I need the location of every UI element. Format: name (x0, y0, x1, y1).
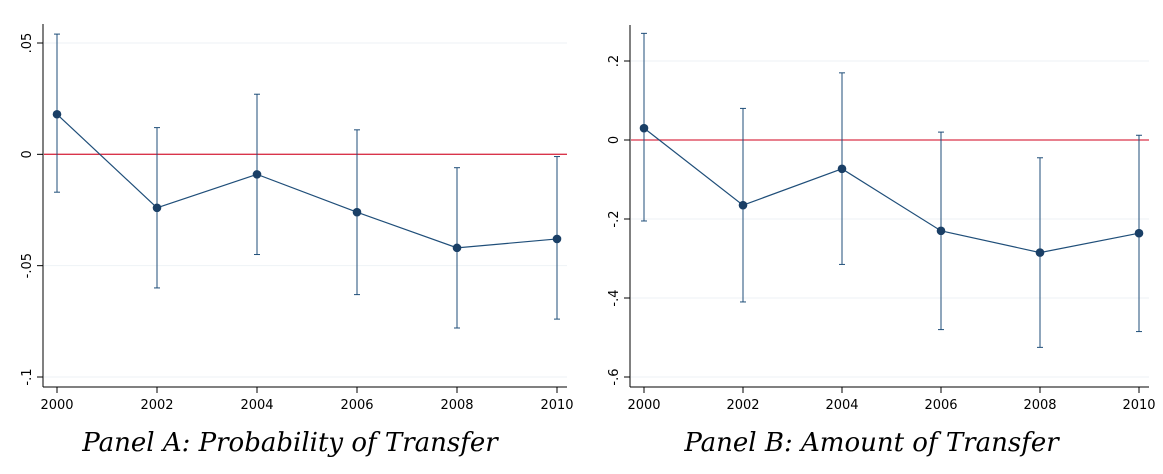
data-point (252, 170, 262, 179)
panel-b-caption: Panel B: Amount of Transfer (684, 428, 1059, 458)
panel-a-caption: Panel A: Probability of Transfer (82, 428, 498, 458)
x-tick-label: 2008 (440, 398, 473, 413)
data-point (1035, 248, 1045, 257)
x-tick-label: 2002 (140, 398, 173, 413)
y-tick-label: -.6 (607, 368, 622, 385)
panel-a-plot: .05 0 -.05 -.1 2000 2002 2004 2006 2008 2010 (20, 24, 574, 413)
series-line (56, 113, 558, 249)
y-tick-label: 0 (607, 136, 622, 144)
x-tick-label: 2010 (540, 398, 573, 413)
y-tick-label: 0 (20, 150, 35, 158)
x-tick-label: 2006 (924, 398, 957, 413)
y-tick-label: -.1 (20, 368, 35, 385)
panel-a: .05 0 -.05 -.1 2000 2002 2004 2006 2008 2010 Pane… (0, 0, 580, 474)
panel-b-plot: .2 0 -.2 -.4 -.6 2000 2002 2004 2006 2008 2010 (607, 25, 1156, 413)
data-point (936, 226, 946, 236)
x-tick-label: 2002 (726, 398, 759, 413)
x-tick-label: 2000 (40, 398, 73, 413)
panel-b: .2 0 -.2 -.4 -.6 2000 2002 2004 2006 2008 2010 Pan… (580, 0, 1163, 474)
x-tick-label: 2000 (627, 398, 660, 413)
y-tick-label: .05 (20, 33, 35, 54)
data-point (837, 164, 847, 174)
x-tick-label: 2008 (1023, 398, 1056, 413)
x-tick-label: 2006 (340, 398, 373, 413)
y-tick-label: .2 (607, 55, 622, 67)
data-point (452, 243, 462, 253)
x-tick-label: 2010 (1122, 398, 1155, 413)
series-line (643, 127, 1140, 254)
data-point (552, 234, 562, 244)
y-tick-label: -.05 (20, 253, 35, 278)
data-point (738, 200, 748, 210)
y-tick-label: -.4 (607, 289, 622, 306)
data-point (639, 123, 649, 133)
data-point (1134, 228, 1144, 238)
x-tick-label: 2004 (825, 398, 858, 413)
y-tick-label: -.2 (607, 210, 622, 227)
data-point (352, 207, 362, 217)
data-point (152, 203, 162, 213)
data-point (52, 109, 62, 119)
x-tick-label: 2004 (240, 398, 273, 413)
